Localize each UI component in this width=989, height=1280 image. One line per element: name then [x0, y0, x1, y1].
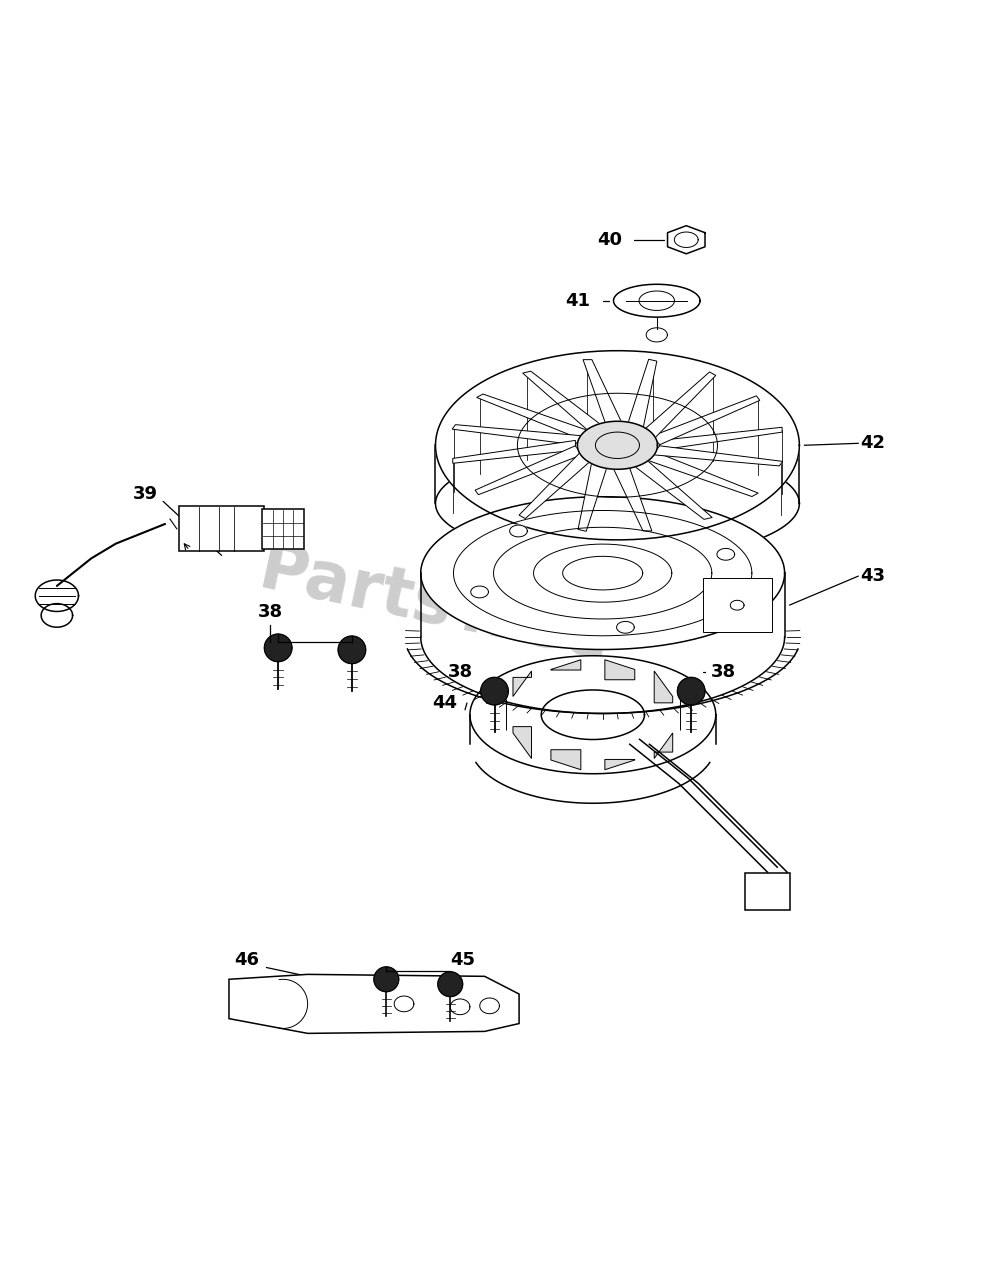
Polygon shape: [703, 579, 771, 632]
Polygon shape: [374, 966, 399, 992]
Polygon shape: [522, 371, 609, 435]
Polygon shape: [654, 733, 673, 759]
Text: 43: 43: [860, 567, 885, 585]
Polygon shape: [264, 634, 292, 662]
Polygon shape: [480, 998, 499, 1014]
Polygon shape: [717, 548, 735, 561]
Polygon shape: [578, 421, 658, 470]
Polygon shape: [605, 659, 635, 680]
Text: 44: 44: [432, 694, 457, 712]
Polygon shape: [450, 998, 470, 1015]
Polygon shape: [395, 996, 413, 1011]
Polygon shape: [677, 677, 705, 705]
Polygon shape: [471, 586, 489, 598]
Polygon shape: [36, 580, 78, 612]
Polygon shape: [229, 974, 519, 1033]
Text: 38: 38: [711, 663, 736, 681]
Polygon shape: [435, 351, 799, 540]
Polygon shape: [453, 440, 576, 463]
Polygon shape: [481, 677, 508, 705]
Polygon shape: [519, 451, 594, 518]
Polygon shape: [509, 525, 527, 536]
FancyBboxPatch shape: [745, 873, 790, 910]
Text: 45: 45: [451, 951, 476, 969]
Polygon shape: [625, 360, 657, 435]
Polygon shape: [641, 451, 759, 497]
Polygon shape: [653, 445, 782, 466]
Polygon shape: [654, 671, 673, 703]
Polygon shape: [551, 659, 581, 669]
Polygon shape: [608, 458, 652, 531]
Polygon shape: [551, 750, 581, 769]
Polygon shape: [470, 655, 716, 773]
FancyBboxPatch shape: [262, 509, 304, 549]
Polygon shape: [578, 456, 609, 531]
Polygon shape: [605, 759, 635, 769]
Polygon shape: [452, 425, 582, 444]
Text: 38: 38: [258, 603, 283, 622]
Polygon shape: [338, 636, 366, 663]
Polygon shape: [653, 396, 760, 444]
Text: 42: 42: [860, 434, 885, 452]
Polygon shape: [42, 604, 72, 627]
Text: 39: 39: [133, 485, 158, 503]
Text: PartsTree: PartsTree: [253, 536, 617, 675]
Polygon shape: [660, 428, 782, 451]
Polygon shape: [584, 360, 626, 433]
Polygon shape: [513, 727, 531, 759]
FancyBboxPatch shape: [179, 507, 264, 552]
Polygon shape: [477, 394, 594, 439]
Polygon shape: [420, 497, 784, 649]
Text: 38: 38: [448, 663, 473, 681]
Text: 41: 41: [566, 292, 590, 310]
Polygon shape: [625, 456, 712, 520]
Polygon shape: [435, 447, 799, 561]
Polygon shape: [641, 372, 716, 439]
Polygon shape: [668, 225, 705, 253]
Polygon shape: [613, 284, 700, 317]
Polygon shape: [438, 972, 463, 997]
Text: 46: 46: [234, 951, 259, 969]
Polygon shape: [475, 445, 582, 494]
Polygon shape: [616, 621, 634, 634]
Text: 40: 40: [597, 230, 622, 248]
Polygon shape: [513, 671, 531, 696]
